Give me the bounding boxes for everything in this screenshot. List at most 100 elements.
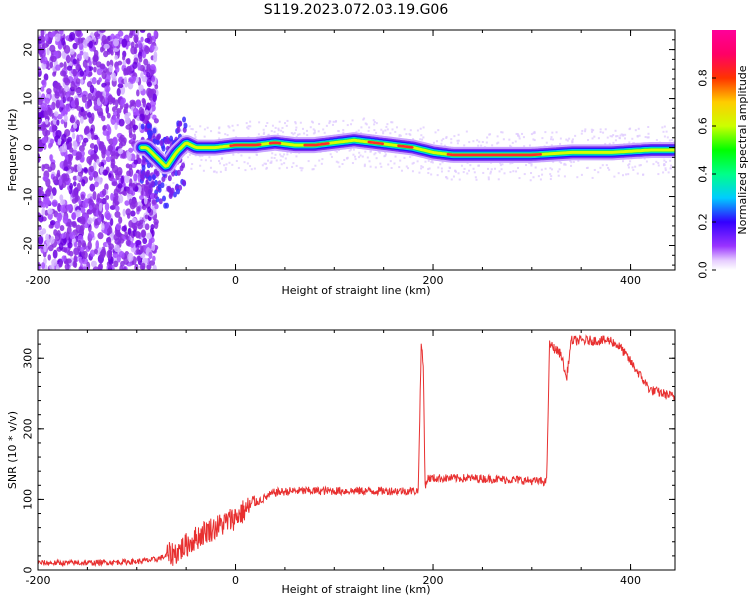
spectrogram-noise-cell xyxy=(141,230,146,238)
spectrogram-noise-cell xyxy=(129,121,134,129)
spectrogram-noise-cell xyxy=(103,50,109,58)
spectrogram-faint-cell xyxy=(550,138,553,141)
spectrogram-noise-cell xyxy=(120,139,127,147)
spectrogram-faint-cell xyxy=(625,173,628,176)
snr-y-tick-label: 300 xyxy=(22,348,35,369)
spectrogram-noise-cell xyxy=(93,144,99,154)
spectrogram-faint-cell xyxy=(227,125,230,128)
spectrogram-faint-cell xyxy=(373,129,376,132)
spectrogram-faint-cell xyxy=(334,120,337,123)
spectrogram-spread-cell xyxy=(158,198,163,205)
spectrogram-faint-cell xyxy=(580,173,583,176)
spectrogram-faint-cell xyxy=(294,121,297,124)
spectrogram-faint-cell xyxy=(363,117,366,120)
spectrogram-noise-cell xyxy=(135,249,140,255)
colorbar-tick-label: 0.4 xyxy=(697,165,710,183)
spectrogram-faint-cell xyxy=(284,122,287,125)
spectrogram-faint-cell xyxy=(445,137,448,140)
spectrogram-faint-cell xyxy=(421,138,424,141)
spectrogram-spread-cell xyxy=(176,127,181,134)
spectrogram-faint-cell xyxy=(390,166,393,169)
spectrogram-noise-cell xyxy=(64,263,70,270)
spectrogram-noise-cell xyxy=(133,34,139,44)
spectrogram-x-label: Height of straight line (km) xyxy=(281,284,430,297)
spectrogram-faint-cell xyxy=(218,131,221,134)
spectrogram-noise-cell xyxy=(49,236,55,244)
spectrogram-faint-cell xyxy=(191,128,194,131)
spectrogram-noise-cell xyxy=(40,86,45,92)
spectrogram-faint-cell xyxy=(456,142,459,145)
spectrogram-noise-cell xyxy=(143,58,149,66)
spectrogram-faint-cell xyxy=(228,126,231,129)
spectrogram-spread-cell xyxy=(147,129,152,136)
spectrogram-faint-cell xyxy=(403,156,406,159)
spectrogram-noise-cell xyxy=(108,64,113,73)
spectrogram-noise-cell xyxy=(47,208,53,215)
spectrogram-faint-cell xyxy=(644,136,647,139)
snr-y-label: SNR (10 * v/v) xyxy=(6,411,19,489)
spectrogram-faint-cell xyxy=(441,161,444,164)
spectrogram-noise-cell xyxy=(121,225,127,232)
spectrogram-faint-cell xyxy=(294,122,297,125)
spectrogram-noise-cell xyxy=(49,44,56,53)
spectrogram-faint-cell xyxy=(379,162,382,165)
ridge-band-red xyxy=(367,140,384,146)
spectrogram-faint-cell xyxy=(412,161,415,164)
spectrogram-faint-cell xyxy=(636,172,639,175)
spectrogram-panel: -200 0 200 400 -20 -10 0 10 20 Height of straig… xyxy=(6,29,676,297)
spectrogram-faint-cell xyxy=(541,173,544,176)
spectrogram-noise-cell xyxy=(144,223,150,231)
spectrogram-noise-cell xyxy=(133,173,138,182)
spectrogram-faint-cell xyxy=(468,141,471,144)
spectrogram-faint-cell xyxy=(576,176,579,179)
spectrogram-faint-cell xyxy=(286,166,289,169)
spectrogram-noise-cell xyxy=(112,115,117,121)
spectrogram-faint-cell xyxy=(165,189,168,192)
spectrogram-faint-cell xyxy=(247,125,250,128)
spectrogram-faint-cell xyxy=(428,167,431,170)
spectrogram-noise-cell xyxy=(38,230,44,236)
spectrogram-faint-cell xyxy=(424,160,427,163)
spectrogram-faint-cell xyxy=(271,152,274,155)
spectrogram-faint-cell xyxy=(487,178,490,181)
spectrogram-noise-cell xyxy=(100,166,104,173)
spectrogram-noise-cell xyxy=(51,31,56,37)
spectrogram-faint-cell xyxy=(457,172,460,175)
spectrogram-faint-cell xyxy=(373,153,376,156)
spectrogram-faint-cell xyxy=(318,159,321,162)
spectrogram-faint-cell xyxy=(212,170,215,173)
spectrogram-noise-cell xyxy=(71,212,77,221)
spectrogram-noise-cell xyxy=(105,156,112,163)
spectrogram-noise-cell xyxy=(63,173,70,182)
spectrogram-noise-cell xyxy=(75,30,82,37)
spectrogram-noise-cell xyxy=(92,55,99,63)
spectrogram-noise-cell xyxy=(72,189,78,198)
spectrogram-noise-cell xyxy=(83,126,90,135)
spectrogram-faint-cell xyxy=(571,138,574,141)
spectrogram-faint-cell xyxy=(291,165,294,168)
spectrogram-noise-cell xyxy=(55,64,61,71)
spectrogram-faint-cell xyxy=(529,162,532,165)
ridge-band-red xyxy=(303,142,330,147)
spectrogram-noise-cell xyxy=(55,99,60,109)
spectrogram-noise-cell xyxy=(120,175,125,185)
spectrogram-noise-cell xyxy=(108,259,114,265)
spectrogram-faint-cell xyxy=(416,129,419,132)
spectrogram-faint-cell xyxy=(463,144,466,147)
spectrogram-noise-cell xyxy=(147,206,152,214)
spectrogram-noise-cell xyxy=(131,217,137,223)
spectrogram-noise-cell xyxy=(83,110,88,116)
spectrogram-faint-cell xyxy=(273,156,276,159)
spectrogram-noise-cell xyxy=(82,137,89,143)
spectrogram-noise-cell xyxy=(48,108,53,117)
spectrogram-faint-cell xyxy=(508,138,511,141)
spectrogram-faint-cell xyxy=(195,130,198,133)
spectrogram-faint-cell xyxy=(458,178,461,181)
spectrogram-noise-cell xyxy=(117,83,124,89)
spectrogram-noise-cell xyxy=(92,191,97,201)
spectrogram-faint-cell xyxy=(219,170,222,173)
spectrogram-noise-cell xyxy=(93,171,99,178)
spectrogram-ridge xyxy=(133,132,675,175)
spectrogram-faint-cell xyxy=(377,150,380,153)
spectrogram-noise-cell xyxy=(99,250,106,259)
